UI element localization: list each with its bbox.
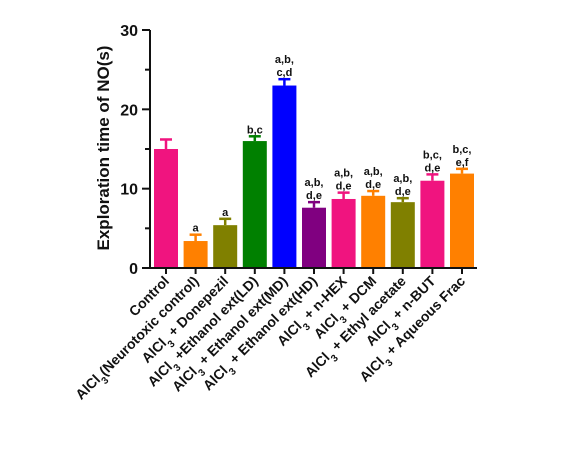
- significance-label: a,b,: [305, 177, 324, 189]
- bar: [331, 198, 356, 268]
- subscript-3: 3: [329, 352, 341, 364]
- significance-label: b,c,: [453, 144, 472, 156]
- significance-label: a,b,: [364, 166, 383, 178]
- significance-label: d,e: [306, 190, 322, 202]
- significance-label: d,e: [365, 179, 381, 191]
- y-tick-label: 0: [129, 261, 138, 278]
- bar: [242, 141, 267, 268]
- bar: [154, 149, 178, 268]
- bar: [302, 207, 326, 268]
- bar: [361, 195, 386, 268]
- bar: [420, 180, 445, 268]
- bar: [183, 241, 208, 268]
- significance-annotations: aab,ca,b,c,da,b,d,ea,b,d,ea,b,d,e a,b,d,e…: [193, 54, 472, 234]
- significance-label: a,b,: [275, 54, 294, 66]
- significance-label: a: [222, 207, 229, 219]
- x-axis: [150, 267, 477, 274]
- significance-label: d,e: [424, 162, 440, 174]
- significance-label: a: [193, 223, 200, 235]
- subscript-3: 3: [383, 357, 395, 369]
- bar: [272, 85, 297, 269]
- significance-label: b,c: [247, 124, 263, 136]
- bar: [450, 173, 474, 268]
- bar: [390, 202, 415, 268]
- significance-label: e,f: [456, 157, 469, 169]
- significance-label: a,b,: [393, 173, 412, 185]
- subscript-3: 3: [99, 375, 111, 387]
- significance-label: a,b,: [334, 168, 353, 180]
- y-axis-label: Exploration time of NO(s): [94, 46, 113, 251]
- y-tick-label: 20: [120, 102, 138, 119]
- subscript-3: 3: [227, 365, 239, 377]
- significance-label: c,d: [276, 67, 292, 79]
- bar: [213, 225, 238, 268]
- significance-label: b,c,: [423, 149, 442, 161]
- y-axis: 0 10 20 30: [120, 23, 151, 278]
- y-tick-label: 10: [120, 182, 138, 199]
- bars: [154, 77, 474, 269]
- significance-label: d,e: [395, 186, 411, 198]
- significance-label: d,e: [336, 181, 352, 193]
- y-tick-label: 30: [120, 23, 138, 40]
